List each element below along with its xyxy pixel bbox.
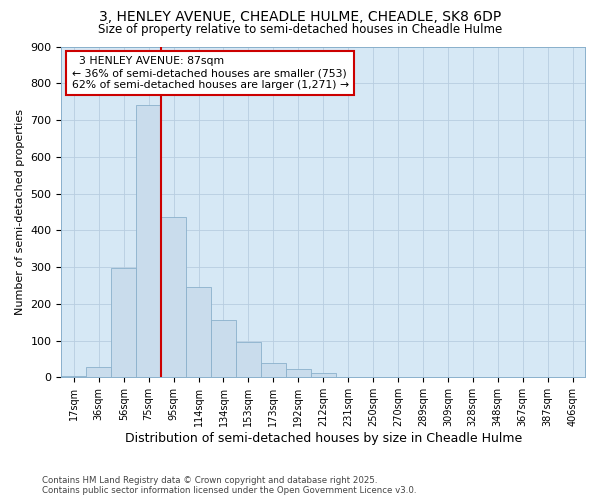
Y-axis label: Number of semi-detached properties: Number of semi-detached properties <box>15 109 25 315</box>
Text: 3 HENLEY AVENUE: 87sqm
← 36% of semi-detached houses are smaller (753)
62% of se: 3 HENLEY AVENUE: 87sqm ← 36% of semi-det… <box>72 56 349 90</box>
Bar <box>161 218 186 378</box>
Text: Size of property relative to semi-detached houses in Cheadle Hulme: Size of property relative to semi-detach… <box>98 22 502 36</box>
Bar <box>136 104 161 378</box>
Bar <box>86 367 111 378</box>
X-axis label: Distribution of semi-detached houses by size in Cheadle Hulme: Distribution of semi-detached houses by … <box>125 432 522 445</box>
Bar <box>261 362 286 378</box>
Bar <box>311 373 335 378</box>
Bar <box>111 268 136 378</box>
Text: 3, HENLEY AVENUE, CHEADLE HULME, CHEADLE, SK8 6DP: 3, HENLEY AVENUE, CHEADLE HULME, CHEADLE… <box>99 10 501 24</box>
Bar <box>286 370 311 378</box>
Bar <box>211 320 236 378</box>
Bar <box>61 376 86 378</box>
Bar <box>186 288 211 378</box>
Text: Contains HM Land Registry data © Crown copyright and database right 2025.
Contai: Contains HM Land Registry data © Crown c… <box>42 476 416 495</box>
Bar <box>236 342 261 378</box>
